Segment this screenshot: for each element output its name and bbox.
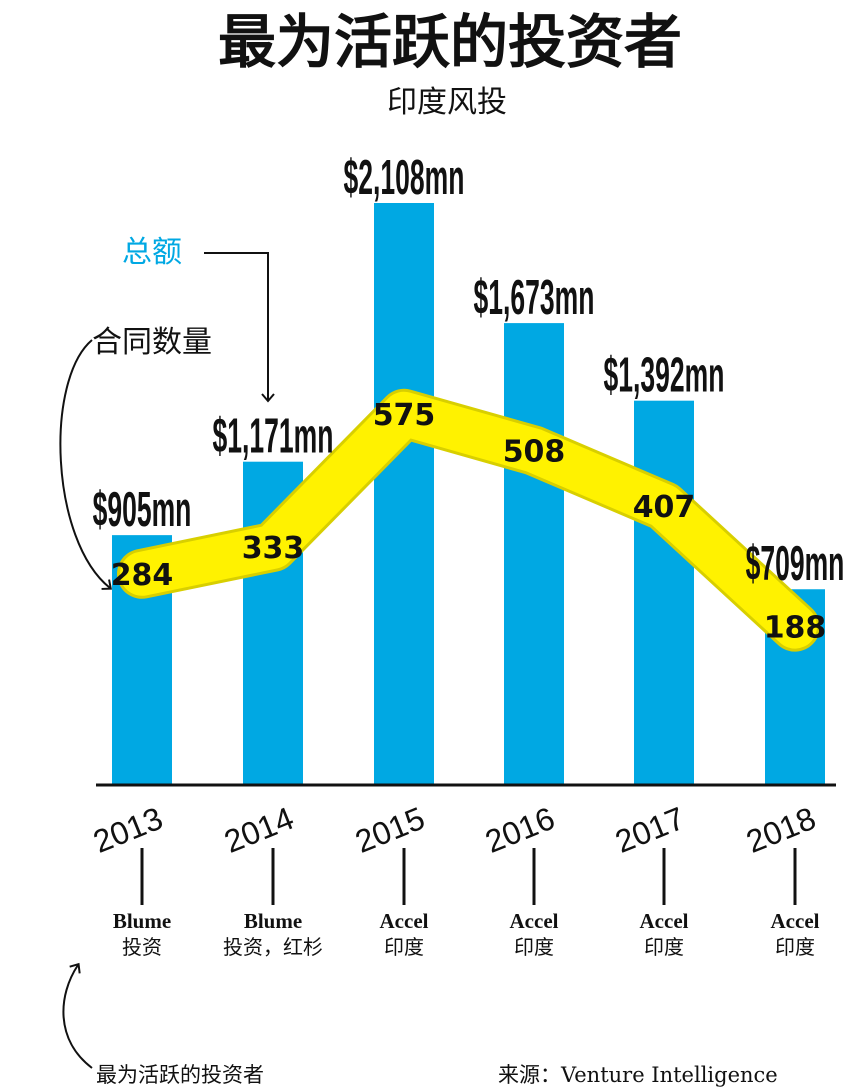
investor-name: Accel [510,909,559,933]
year-label: 2015 [350,800,429,860]
year-label: 2016 [480,800,559,860]
legend-total-arrow [204,252,275,403]
deal-count-line-group [117,388,820,652]
bar-group [112,203,825,785]
bar-value-label: $1,171mn [213,409,334,464]
investor-detail: 投资，红杉 [223,935,323,959]
investor-name: Accel [771,909,820,933]
footer-note: 最为活跃的投资者 [96,1063,264,1087]
deal-count-label: 508 [503,435,566,470]
investor-detail: 投资 [122,935,162,959]
deal-count-label: 188 [764,611,827,646]
investor-detail: 印度 [384,935,424,959]
deal-count-label: 407 [633,490,696,525]
legend-count-label: 合同数量 [92,325,212,360]
bar-value-label: $1,673mn [474,271,595,326]
deal-count-label: 333 [242,531,305,566]
investor-detail: 印度 [644,935,684,959]
year-label: 2013 [88,800,167,860]
deal-count-label: 284 [111,558,174,593]
bar-value-label: $905mn [93,483,192,538]
investor-name: Blume [244,909,302,933]
bar-value-label: $2,108mn [344,150,465,205]
year-label: 2018 [741,800,820,860]
investor-name: Blume [113,909,171,933]
chart-subtitle: 印度风投 [387,85,507,120]
investor-name: Accel [640,909,689,933]
year-label: 2014 [219,800,298,860]
bar-value-label: $709mn [746,537,845,592]
legend-count-arrow [59,339,112,590]
deal-count-line [120,391,817,649]
footer-arrow [62,962,93,1069]
investor-label-group: Blume投资Blume投资，红杉Accel印度Accel印度Accel印度Ac… [113,909,820,959]
investor-name: Accel [380,909,429,933]
bar-2016 [504,323,564,785]
bar-value-label-group: $905mn $1,171mn $2,108mn $1,673mn$1,392mn $7… [93,150,845,591]
deal-count-label: 575 [373,398,436,433]
bar-value-label: $1,392mn [604,348,725,403]
deal-count-label-group: 284 333 575 508 407 188 [111,398,827,646]
investor-detail: 印度 [775,935,815,959]
legend-total-label: 总额 [122,235,182,270]
year-label-group: 2013 2014 2015 2016 2017 2018 [88,800,820,860]
year-label: 2017 [610,800,689,860]
source-note: 来源：Venture Intelligence [498,1063,778,1087]
investor-tick-group [140,848,797,905]
bar-2015 [374,203,434,785]
investor-detail: 印度 [514,935,554,959]
bar-2017 [634,400,694,785]
chart-title: 最为活跃的投资者 [218,8,682,76]
